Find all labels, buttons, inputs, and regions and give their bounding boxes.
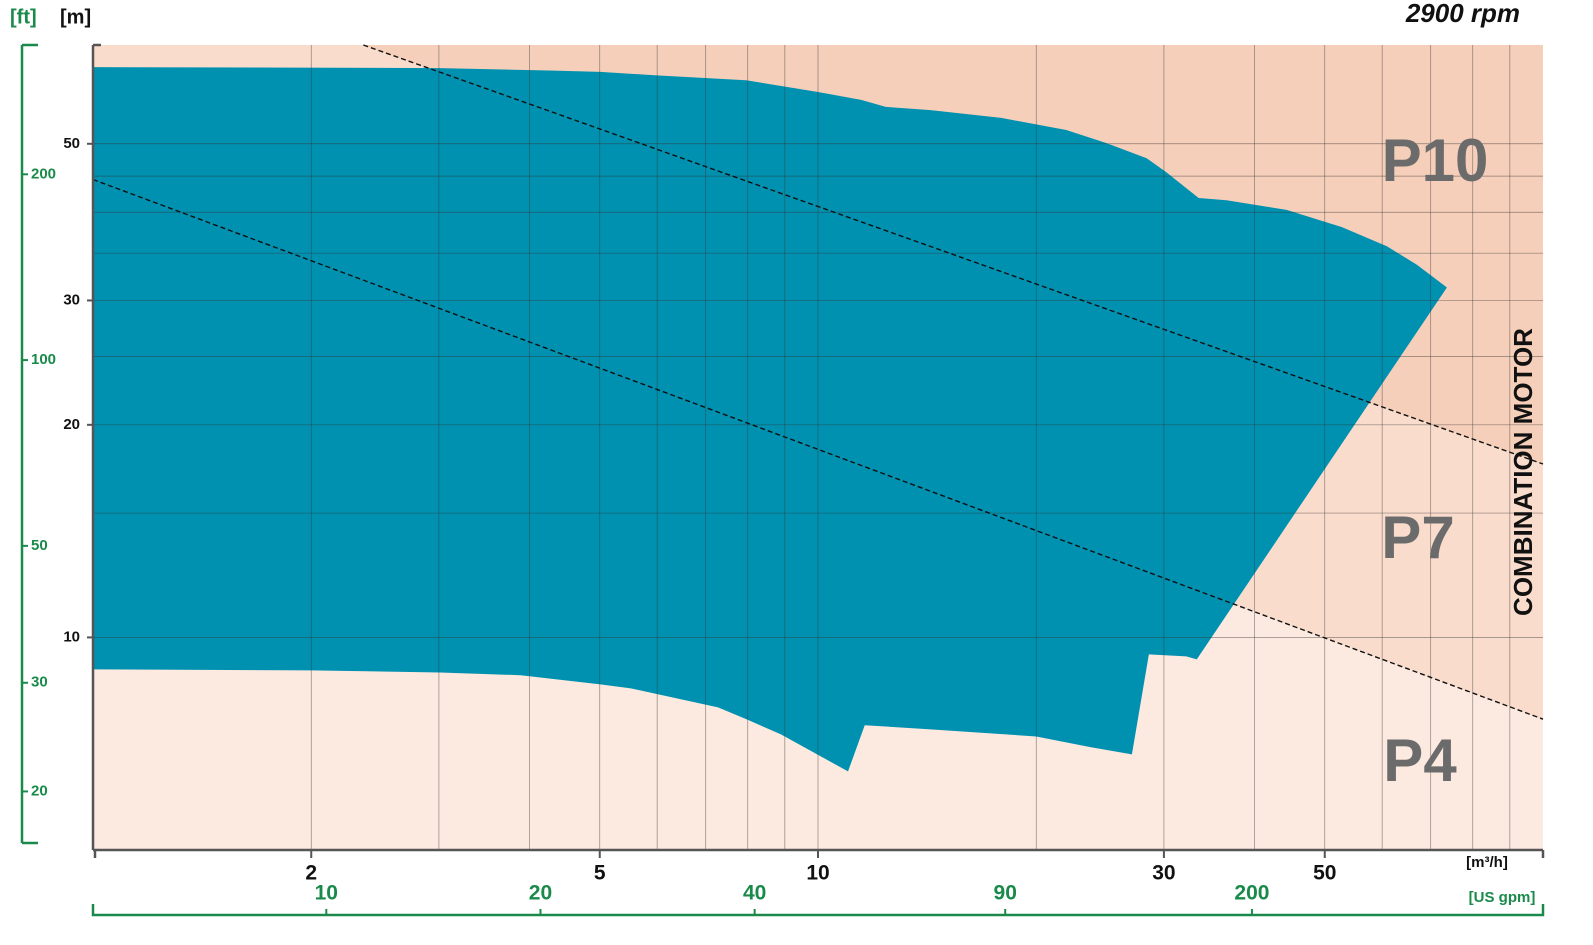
- y-tick-label: 10: [63, 628, 80, 645]
- x-tick-label: 5: [594, 862, 606, 885]
- y2-tick-label: 20: [31, 782, 48, 799]
- x-tick-label: 50: [1313, 862, 1336, 885]
- y2-unit: [ft]: [10, 6, 37, 28]
- x2-tick-label: 200: [1234, 882, 1269, 905]
- x2-tick-label: 40: [743, 882, 766, 905]
- x2-axis: [91, 904, 1545, 917]
- divider-line: [92, 178, 1544, 720]
- region-label: P4: [1383, 727, 1457, 794]
- x-tick-label: 30: [1152, 862, 1175, 885]
- operating-range: [93, 67, 1447, 772]
- x2-tick-label: 20: [529, 882, 552, 905]
- grid: [93, 45, 1543, 850]
- y-unit: [m]: [60, 6, 91, 28]
- x2-unit: [US gpm]: [1469, 889, 1536, 906]
- y2-tick-label: 30: [31, 674, 48, 691]
- region-label: P10: [1382, 127, 1489, 194]
- x-unit: [m³/h]: [1466, 854, 1508, 871]
- divider-line: [363, 44, 1544, 465]
- x-tick-label: 10: [806, 862, 829, 885]
- y-tick-label: 50: [63, 135, 80, 152]
- foreground: P4 P7 P10 10 20 30 50 20 30 50 100 200 2 5 10 30 50 10 20 4…: [22, 43, 1545, 915]
- y-tick-label: 30: [63, 291, 80, 308]
- y2-tick-label: 50: [31, 537, 48, 554]
- x-tick-label: 2: [305, 862, 317, 885]
- y-tick-label: 20: [63, 416, 80, 433]
- x2-tick-label: 10: [315, 882, 338, 905]
- region-label: P7: [1381, 504, 1454, 571]
- x2-tick-label: 90: [994, 882, 1017, 905]
- chart-title: 2900 rpm: [1405, 0, 1520, 28]
- y2-tick-label: 200: [31, 165, 56, 182]
- side-label: COMBINATION MOTOR: [1508, 328, 1538, 616]
- y2-tick-label: 100: [31, 351, 56, 368]
